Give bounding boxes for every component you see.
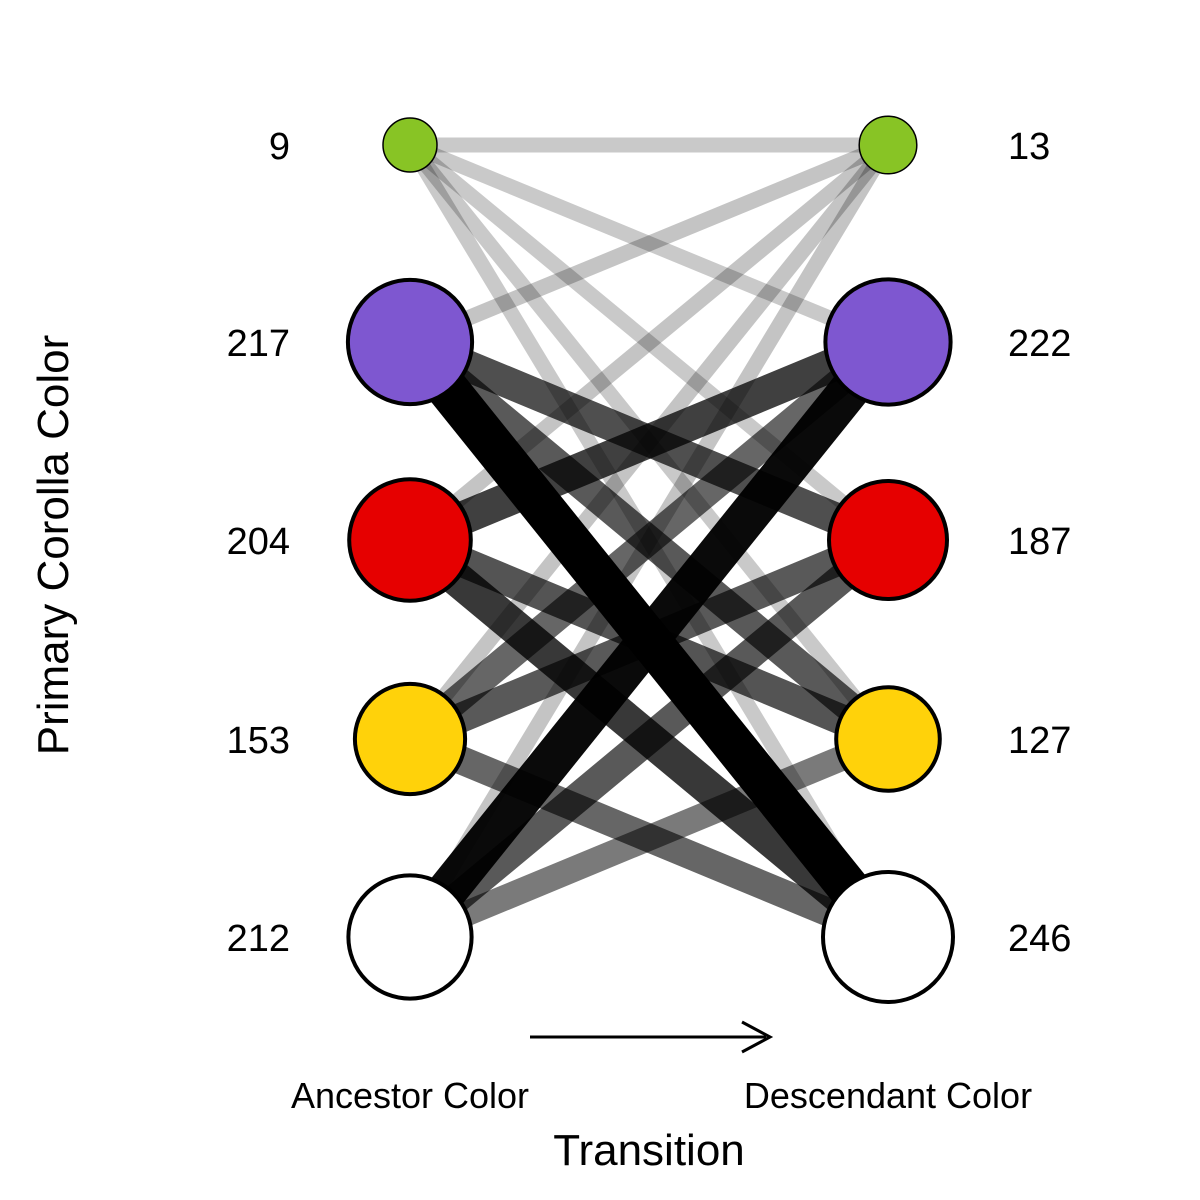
transition-edges	[393, 137, 905, 951]
descendant-count-purple: 222	[1008, 323, 1071, 365]
ancestor-count-yellow: 153	[227, 720, 290, 762]
ancestor-count-purple: 217	[227, 323, 290, 365]
descendant-node-red	[827, 479, 949, 601]
ancestor-node-white	[346, 873, 474, 1001]
ancestor-node-purple	[345, 277, 475, 407]
edge-red-to-purple	[403, 326, 895, 556]
y-axis-title: Primary Corolla Color	[29, 335, 78, 756]
transition-arrow-head	[741, 1020, 774, 1054]
ancestor-node-green	[382, 117, 438, 173]
descendant-node-purple	[823, 277, 953, 407]
ancestor-count-white: 212	[227, 918, 290, 960]
descendant-count-white: 246	[1008, 918, 1071, 960]
ancestor-count-red: 204	[227, 521, 290, 563]
ancestor-column-label: Ancestor Color	[291, 1075, 529, 1116]
color-nodes	[345, 115, 955, 1004]
edge-purple-to-green	[407, 137, 891, 350]
count-labels: 9 217 204 153 212 13 222 187 127 246	[227, 126, 1072, 960]
ancestor-node-yellow	[352, 681, 468, 797]
edge-purple-to-white	[393, 328, 905, 951]
descendant-count-yellow: 127	[1008, 720, 1071, 762]
edge-green-to-red	[405, 139, 893, 546]
x-axis-title: Transition	[553, 1126, 745, 1175]
descendant-count-red: 187	[1008, 521, 1071, 563]
descendant-column-label: Descendant Color	[744, 1075, 1032, 1116]
descendant-count-green: 13	[1008, 126, 1050, 168]
edge-green-to-purple	[407, 138, 891, 349]
descendant-node-white	[821, 870, 955, 1004]
ancestor-node-red	[347, 477, 473, 603]
descendant-node-yellow	[834, 685, 942, 793]
edge-yellow-to-white	[404, 725, 894, 951]
ancestor-count-green: 9	[269, 126, 290, 168]
descendant-node-green	[858, 115, 918, 175]
